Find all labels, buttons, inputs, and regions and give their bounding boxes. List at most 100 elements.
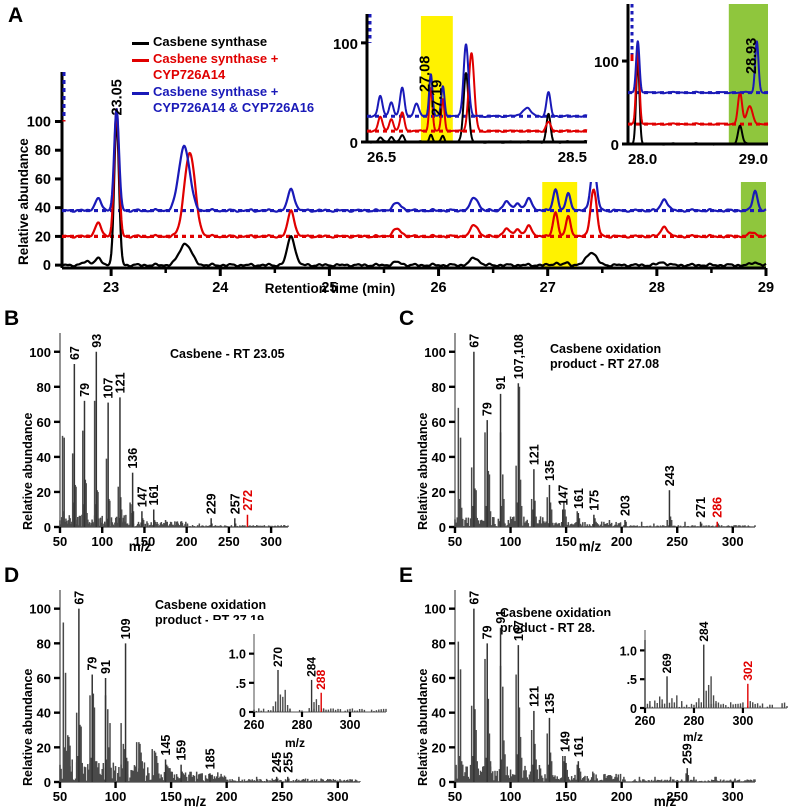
panel-e-inset: 0 .5 1.0 260 280 300 269 284 302 bbox=[595, 616, 790, 736]
svg-text:28.0: 28.0 bbox=[628, 151, 657, 168]
svg-text:67: 67 bbox=[467, 591, 481, 605]
svg-text:250: 250 bbox=[666, 789, 688, 804]
panel-e-inset-xlabel: m/z bbox=[682, 730, 703, 744]
panel-c-label: C bbox=[399, 307, 415, 330]
svg-text:150: 150 bbox=[555, 789, 577, 804]
svg-text:27.08: 27.08 bbox=[418, 56, 434, 92]
svg-text:0: 0 bbox=[239, 706, 246, 720]
svg-text:20: 20 bbox=[432, 740, 446, 755]
svg-text:.5: .5 bbox=[236, 677, 246, 691]
svg-text:250: 250 bbox=[271, 789, 293, 804]
svg-text:259: 259 bbox=[681, 743, 695, 764]
svg-text:24: 24 bbox=[212, 280, 228, 296]
svg-text:149: 149 bbox=[559, 731, 573, 752]
svg-text:0: 0 bbox=[439, 775, 446, 790]
svg-text:80: 80 bbox=[432, 636, 446, 651]
svg-text:300: 300 bbox=[722, 789, 744, 804]
svg-text:161: 161 bbox=[572, 736, 586, 757]
svg-text:100: 100 bbox=[424, 602, 446, 617]
panel-e-label: E bbox=[399, 564, 414, 587]
svg-text:300: 300 bbox=[260, 534, 282, 549]
svg-text:100: 100 bbox=[27, 114, 51, 130]
panel-c-spectrum: 0 20 40 60 80 100 50 100 150 200 250 300 67 79 91 107,1… bbox=[424, 333, 756, 549]
panel-b-title: Casbene - RT 23.05 bbox=[170, 347, 285, 361]
svg-text:185: 185 bbox=[204, 748, 218, 769]
svg-text:93: 93 bbox=[90, 334, 104, 348]
svg-text:250: 250 bbox=[218, 534, 240, 549]
svg-text:288: 288 bbox=[314, 669, 328, 689]
svg-text:0: 0 bbox=[43, 258, 51, 274]
panel-a-xlabel: Retention time (min) bbox=[264, 281, 396, 296]
legend-dash-icon bbox=[132, 42, 149, 45]
svg-text:79: 79 bbox=[481, 402, 495, 416]
svg-text:284: 284 bbox=[697, 621, 711, 641]
svg-text:121: 121 bbox=[527, 686, 541, 707]
svg-text:150: 150 bbox=[160, 789, 182, 804]
svg-text:40: 40 bbox=[35, 201, 51, 217]
panel-c-xlabel: m/z bbox=[578, 539, 602, 554]
svg-text:100: 100 bbox=[91, 534, 113, 549]
svg-text:100: 100 bbox=[29, 345, 51, 360]
svg-text:300: 300 bbox=[340, 718, 361, 732]
legend-item-1: Casbene synthase + CYP726A14 bbox=[132, 51, 382, 83]
svg-text:50: 50 bbox=[448, 789, 462, 804]
svg-text:20: 20 bbox=[432, 485, 446, 500]
svg-text:0: 0 bbox=[630, 702, 637, 716]
panel-a-label: A bbox=[8, 4, 24, 27]
svg-text:257: 257 bbox=[228, 493, 242, 514]
panel-b: B Relative abundance Casbene - RT 23.05 … bbox=[0, 305, 300, 560]
svg-text:302: 302 bbox=[741, 660, 755, 680]
svg-text:80: 80 bbox=[35, 143, 51, 159]
svg-text:100: 100 bbox=[29, 602, 51, 617]
svg-text:23: 23 bbox=[103, 280, 119, 296]
legend-dash-icon bbox=[132, 59, 149, 62]
panel-e: E Relative abundance Casbene oxidation p… bbox=[395, 558, 790, 812]
svg-text:91: 91 bbox=[99, 660, 113, 674]
panel-a-legend: Casbene synthase Casbene synthase + CYP7… bbox=[132, 34, 382, 117]
svg-text:40: 40 bbox=[432, 706, 446, 721]
svg-text:150: 150 bbox=[555, 534, 577, 549]
svg-text:1.0: 1.0 bbox=[620, 644, 637, 658]
svg-text:300: 300 bbox=[327, 789, 349, 804]
svg-text:0: 0 bbox=[44, 775, 51, 790]
svg-text:40: 40 bbox=[37, 450, 51, 465]
svg-text:60: 60 bbox=[35, 172, 51, 188]
panel-e-xlabel: m/z bbox=[653, 794, 677, 809]
svg-text:280: 280 bbox=[292, 718, 313, 732]
svg-text:161: 161 bbox=[572, 488, 586, 509]
svg-text:27: 27 bbox=[540, 280, 556, 296]
svg-text:300: 300 bbox=[733, 714, 754, 728]
svg-text:79: 79 bbox=[86, 657, 100, 671]
svg-text:159: 159 bbox=[175, 740, 189, 761]
svg-text:0: 0 bbox=[439, 520, 446, 535]
svg-text:161: 161 bbox=[147, 485, 161, 506]
panel-b-label: B bbox=[4, 307, 20, 330]
svg-text:40: 40 bbox=[432, 450, 446, 465]
svg-text:20: 20 bbox=[35, 229, 51, 245]
svg-text:0: 0 bbox=[611, 137, 619, 154]
svg-text:229: 229 bbox=[205, 493, 219, 514]
svg-text:300: 300 bbox=[722, 534, 744, 549]
legend-item-0: Casbene synthase bbox=[132, 34, 382, 50]
svg-text:200: 200 bbox=[611, 534, 633, 549]
svg-text:25: 25 bbox=[321, 280, 337, 296]
svg-text:271: 271 bbox=[694, 497, 708, 518]
svg-text:28.93: 28.93 bbox=[744, 38, 760, 74]
svg-text:91: 91 bbox=[494, 376, 508, 390]
svg-text:109: 109 bbox=[119, 618, 133, 639]
panel-b-spectrum: 0 20 40 60 80 100 50 100 150 200 250 300 67 79 93 10712… bbox=[29, 333, 289, 549]
svg-text:135: 135 bbox=[543, 460, 557, 481]
svg-text:50: 50 bbox=[53, 789, 67, 804]
svg-text:20: 20 bbox=[37, 485, 51, 500]
svg-text:100: 100 bbox=[424, 345, 446, 360]
svg-text:50: 50 bbox=[53, 534, 67, 549]
svg-text:1.0: 1.0 bbox=[229, 648, 246, 662]
svg-text:203: 203 bbox=[619, 495, 633, 516]
panel-d-inset-xlabel: m/z bbox=[284, 736, 305, 750]
svg-text:29: 29 bbox=[758, 280, 774, 296]
svg-text:147: 147 bbox=[556, 485, 570, 506]
svg-text:26: 26 bbox=[430, 280, 446, 296]
svg-text:28.5: 28.5 bbox=[558, 149, 587, 166]
svg-text:67: 67 bbox=[72, 591, 86, 605]
